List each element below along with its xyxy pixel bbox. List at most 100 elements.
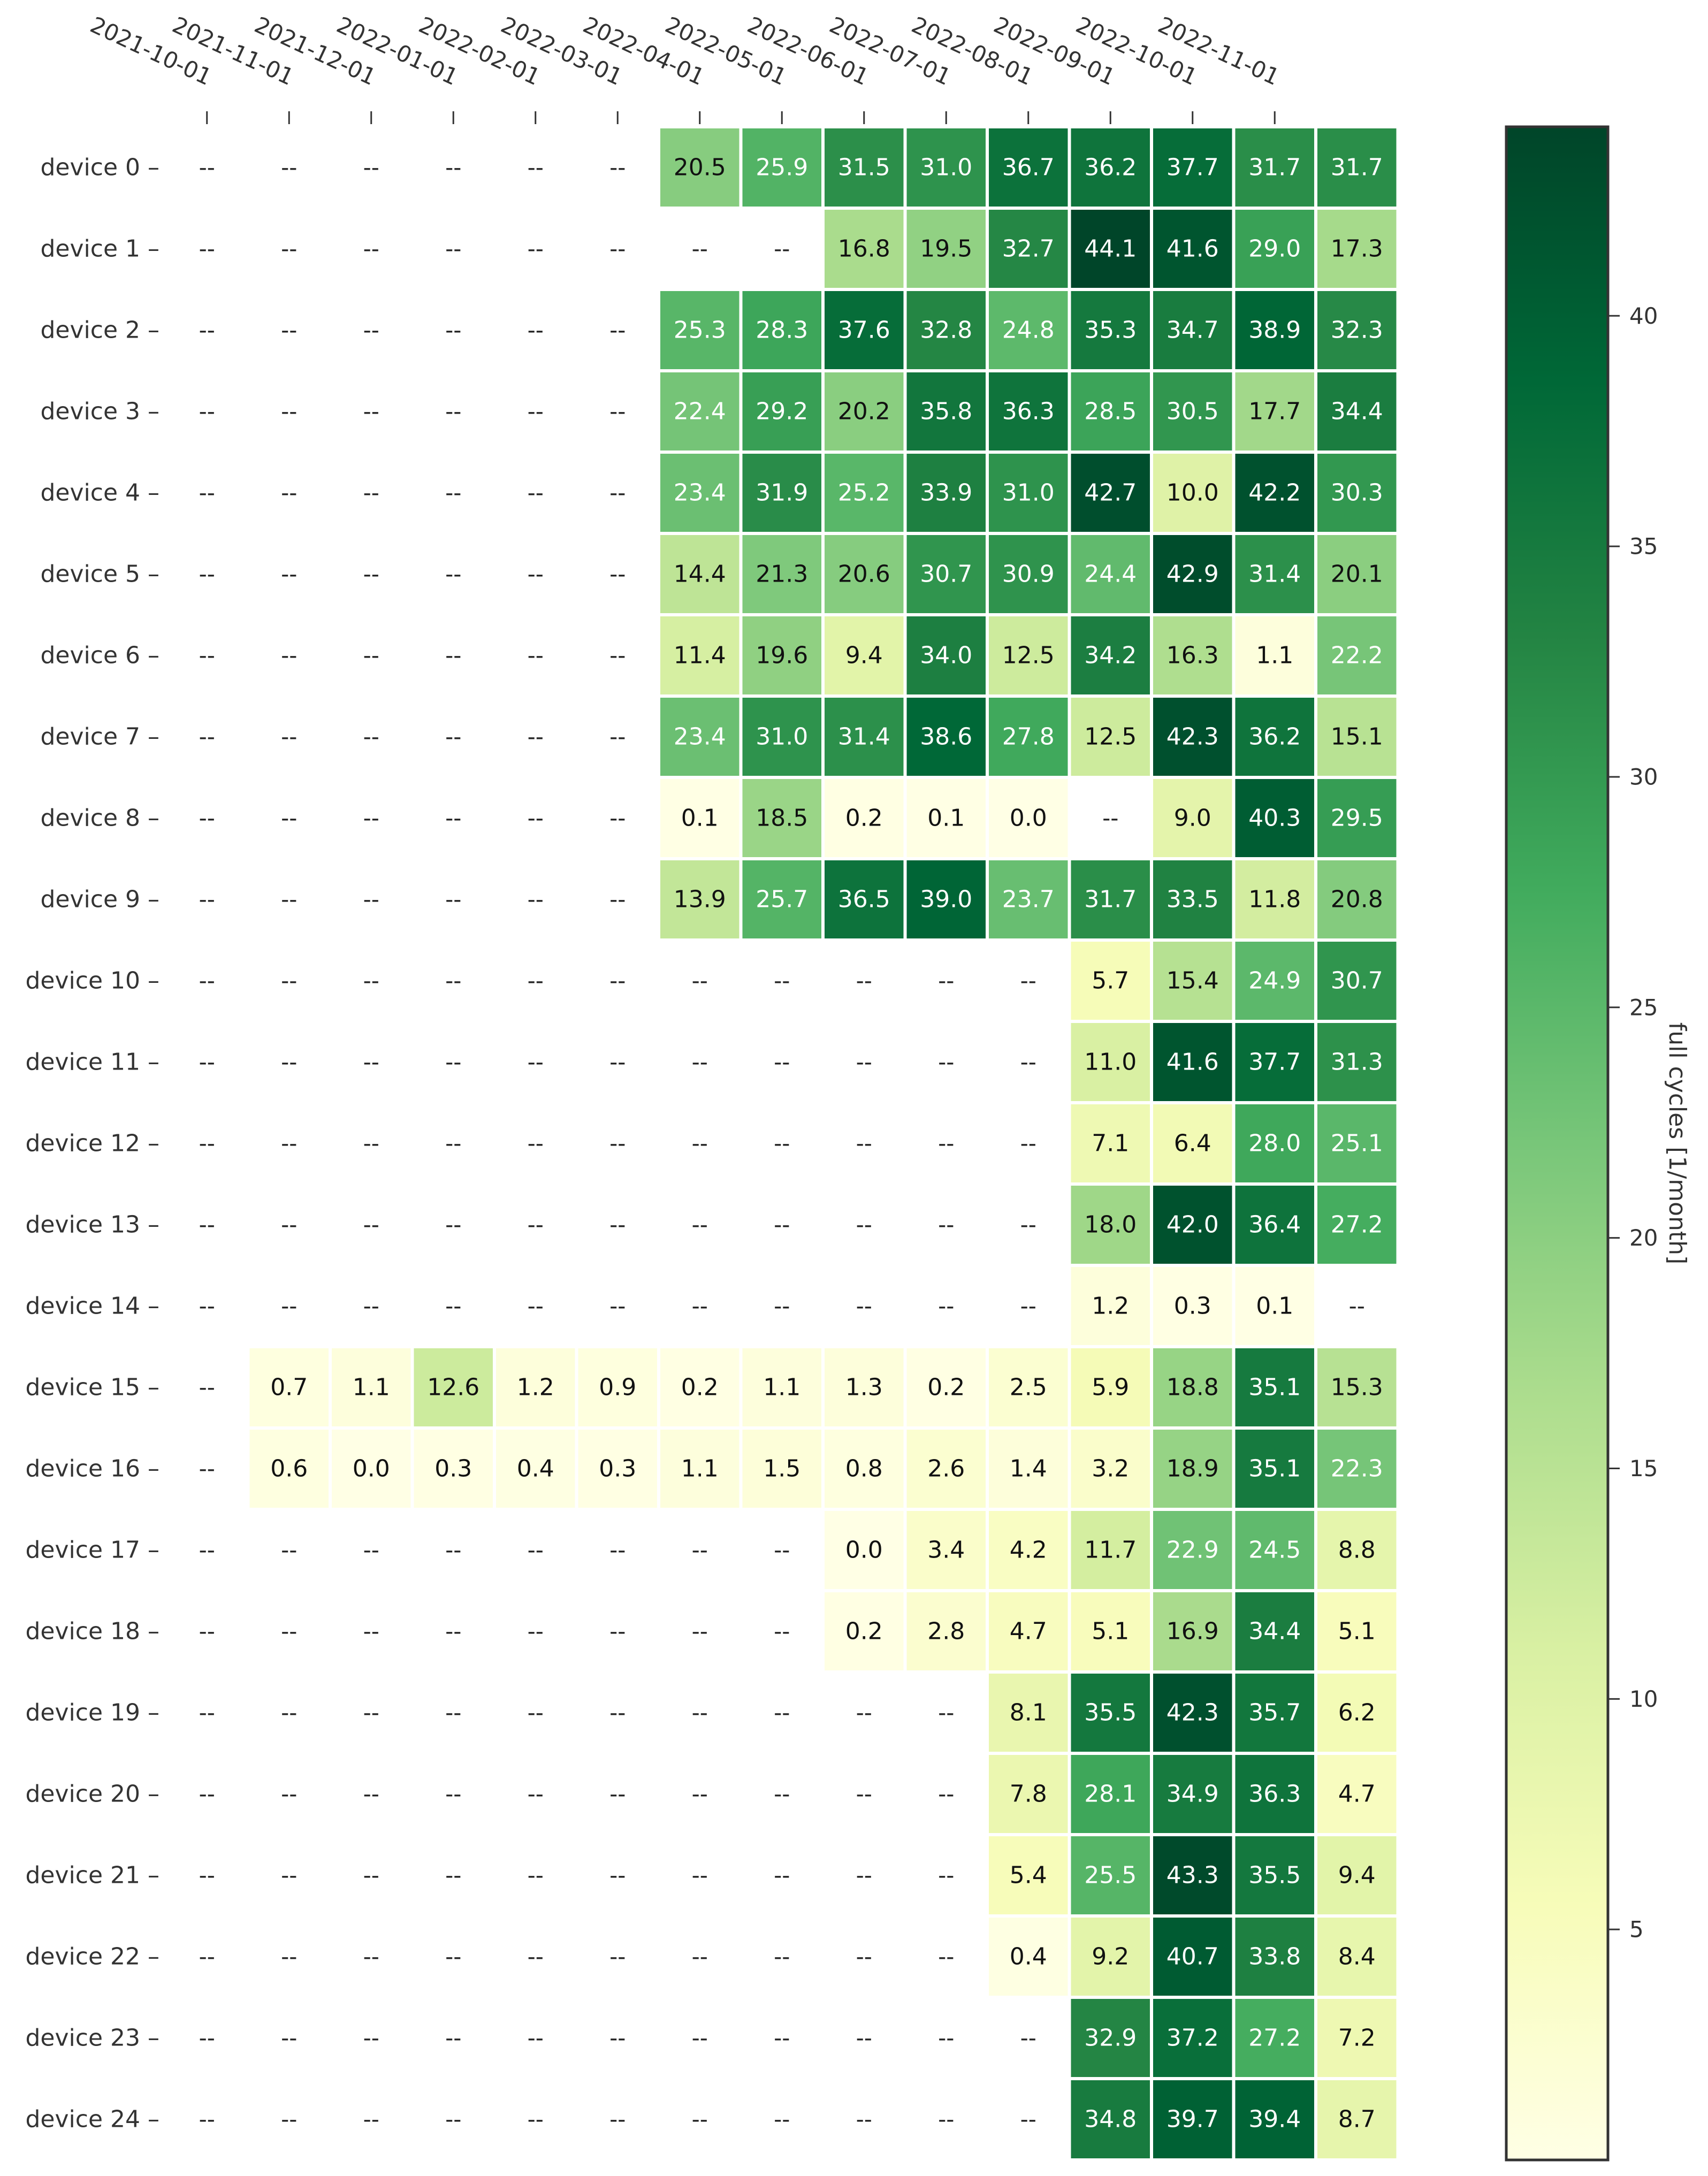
cell-value-label: 40.3: [1248, 805, 1301, 832]
missing-value-label: --: [609, 2106, 626, 2133]
cell-value-label: 18.8: [1166, 1374, 1219, 1401]
heatmap-cell: [1235, 291, 1314, 369]
cell-value-label: 6.2: [1338, 1699, 1376, 1727]
missing-value-label: --: [774, 1293, 790, 1319]
missing-value-label: --: [199, 2025, 215, 2051]
heatmap-cell: [660, 291, 739, 369]
cell-value-label: 28.3: [756, 317, 808, 344]
heatmap-cell: [660, 698, 739, 776]
heatmap-cell: [1235, 535, 1314, 613]
cell-value-label: 1.1: [763, 1374, 800, 1401]
cell-value-label: 42.3: [1166, 1699, 1219, 1727]
cell-value-label: 23.7: [1002, 886, 1055, 913]
missing-value-label: --: [609, 887, 626, 913]
heatmap-cell: [1317, 616, 1397, 694]
y-tick-label-device-11: device 11 –: [26, 1049, 160, 1076]
missing-value-label: --: [199, 1212, 215, 1238]
missing-value-label: --: [363, 1212, 379, 1238]
heatmap-cell: [1071, 942, 1150, 1020]
missing-value-label: --: [609, 2025, 626, 2051]
heatmap-cell: [1153, 779, 1232, 857]
cell-value-label: 31.0: [1002, 479, 1055, 507]
missing-value-label: --: [528, 1537, 544, 1563]
heatmap-cell: [1071, 454, 1150, 532]
cell-value-label: 39.4: [1248, 2106, 1301, 2133]
missing-value-label: --: [281, 155, 297, 181]
missing-value-label: --: [1020, 968, 1036, 994]
heatmap-cell: [742, 1348, 821, 1426]
missing-value-label: --: [609, 399, 626, 425]
missing-value-label: --: [938, 2106, 954, 2133]
cell-value-label: 1.2: [517, 1374, 554, 1401]
heatmap-cell: [1317, 1511, 1397, 1589]
heatmap-cell: [1153, 1592, 1232, 1670]
heatmap-cell: [906, 1592, 986, 1670]
cell-value-label: 23.4: [674, 723, 726, 751]
heatmap-cell: [1235, 2080, 1314, 2158]
missing-value-label: --: [528, 643, 544, 669]
missing-value-label: --: [363, 399, 379, 425]
missing-value-label: --: [609, 1944, 626, 1970]
cell-value-label: 35.5: [1248, 1862, 1301, 1889]
missing-value-label: --: [199, 561, 215, 587]
missing-value-label: --: [856, 1131, 872, 1157]
y-tick-label-device-20: device 20 –: [26, 1781, 160, 1808]
missing-value-label: --: [692, 1862, 708, 1889]
missing-value-label: --: [1020, 1049, 1036, 1075]
cell-value-label: 34.7: [1166, 317, 1219, 344]
cell-value-label: 0.8: [845, 1455, 883, 1483]
cell-value-label: 30.7: [1331, 967, 1383, 995]
cell-value-label: 25.3: [674, 317, 726, 344]
cell-value-label: 41.6: [1166, 1049, 1219, 1076]
heatmap-cell: [660, 128, 739, 207]
heatmap-cell: [1153, 1267, 1232, 1345]
heatmap-cell: [1235, 1918, 1314, 1996]
missing-value-label: --: [774, 2025, 790, 2051]
missing-value-label: --: [856, 2106, 872, 2133]
heatmap-cell: [1153, 860, 1232, 938]
cell-value-label: 8.7: [1338, 2106, 1376, 2133]
heatmap-cell: [1071, 616, 1150, 694]
cell-value-label: 42.2: [1248, 479, 1301, 507]
heatmap-cell: [1235, 1186, 1314, 1264]
y-tick-label-device-24: device 24 –: [26, 2106, 160, 2133]
cell-value-label: 35.5: [1084, 1699, 1137, 1727]
missing-value-label: --: [445, 1537, 461, 1563]
heatmap-cell: [989, 698, 1068, 776]
missing-value-label: --: [445, 1618, 461, 1645]
y-tick-label-device-7: device 7 –: [41, 723, 160, 751]
cell-value-label: 20.1: [1331, 561, 1383, 588]
heatmap-cell: [1071, 210, 1150, 288]
colorbar-gradient: [1505, 125, 1610, 2162]
missing-value-label: --: [528, 1618, 544, 1645]
cell-value-label: 32.3: [1331, 317, 1383, 344]
heatmap-cell: [1317, 128, 1397, 207]
missing-value-label: --: [445, 1293, 461, 1319]
heatmap-cell: [742, 454, 821, 532]
heatmap-cell: [742, 372, 821, 451]
heatmap-cell: [249, 1430, 329, 1508]
missing-value-label: --: [281, 1618, 297, 1645]
heatmap-cell: [1153, 1511, 1232, 1589]
y-tick-label-device-1: device 1 –: [41, 235, 160, 263]
missing-value-label: --: [692, 1618, 708, 1645]
missing-value-label: --: [609, 317, 626, 343]
heatmap-cell: [1235, 1999, 1314, 2077]
missing-value-label: --: [199, 1700, 215, 1726]
heatmap-cell: [1317, 1999, 1397, 2077]
cell-value-label: 2.8: [927, 1618, 965, 1645]
cell-value-label: 18.9: [1166, 1455, 1219, 1483]
heatmap-cell: [742, 291, 821, 369]
missing-value-label: --: [281, 1537, 297, 1563]
cell-value-label: 15.3: [1331, 1374, 1383, 1401]
cell-value-label: 7.1: [1092, 1130, 1129, 1157]
cell-value-label: 1.1: [353, 1374, 390, 1401]
heatmap-cell: [742, 128, 821, 207]
y-tick-label-device-21: device 21 –: [26, 1862, 160, 1889]
heatmap-cell: [496, 1348, 575, 1426]
heatmap-cell: [989, 1674, 1068, 1752]
missing-value-label: --: [199, 480, 215, 506]
missing-value-label: --: [281, 968, 297, 994]
missing-value-label: --: [1020, 2106, 1036, 2133]
